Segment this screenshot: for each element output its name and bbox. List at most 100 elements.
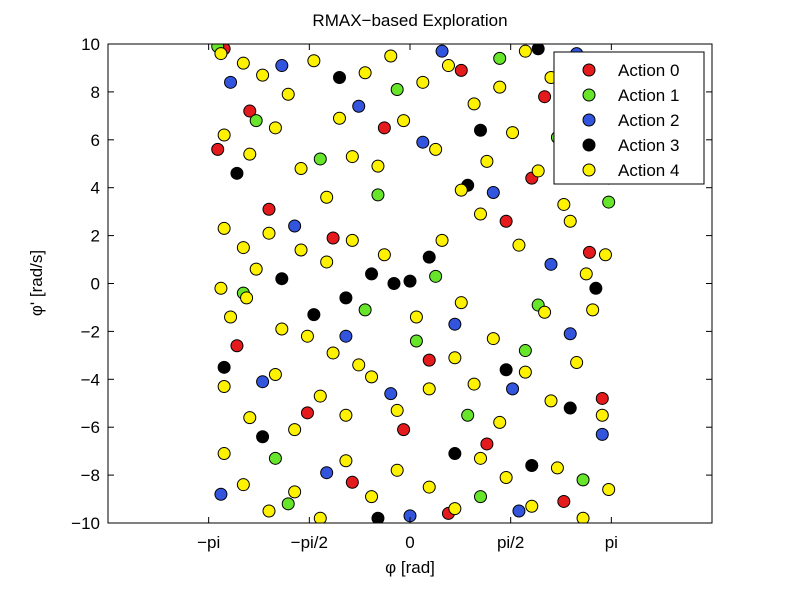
data-point — [448, 317, 462, 331]
y-tick-label: −6 — [81, 418, 100, 437]
data-point — [454, 183, 468, 197]
data-point — [268, 368, 282, 382]
data-point — [595, 427, 609, 441]
data-point — [313, 511, 327, 523]
legend-box — [553, 51, 705, 185]
chart-title: RMAX−based Exploration — [312, 11, 507, 30]
data-point — [595, 391, 609, 405]
data-point — [454, 296, 468, 310]
data-point — [429, 269, 443, 283]
legend-marker — [582, 113, 596, 127]
data-point — [332, 111, 346, 125]
data-point — [377, 248, 391, 262]
data-point — [268, 121, 282, 135]
data-point — [313, 389, 327, 403]
data-point — [294, 243, 308, 257]
data-point — [288, 219, 302, 233]
data-point — [326, 231, 340, 245]
legend-label: Action 1 — [618, 86, 679, 105]
data-point — [268, 451, 282, 465]
data-point — [506, 382, 520, 396]
data-point — [236, 241, 250, 255]
legend-label: Action 0 — [618, 61, 679, 80]
y-tick-label: 2 — [91, 227, 100, 246]
data-point — [550, 461, 564, 475]
y-tick-label: 6 — [91, 131, 100, 150]
data-point — [557, 494, 571, 508]
data-point — [518, 44, 532, 58]
x-tick-label: −pi/2 — [291, 533, 328, 552]
data-point — [538, 90, 552, 104]
data-point — [281, 497, 295, 511]
data-point — [557, 197, 571, 211]
data-point — [416, 135, 430, 149]
data-point — [339, 291, 353, 305]
data-point — [214, 487, 228, 501]
data-point — [525, 459, 539, 473]
y-tick-label: −10 — [71, 514, 100, 533]
data-point — [236, 56, 250, 70]
data-point — [429, 142, 443, 156]
data-point — [275, 322, 289, 336]
data-point — [384, 49, 398, 63]
data-point — [224, 310, 238, 324]
data-point — [416, 75, 430, 89]
data-point — [576, 473, 590, 487]
data-point — [454, 63, 468, 77]
data-point — [435, 44, 449, 58]
legend-marker — [582, 63, 596, 77]
data-point — [518, 365, 532, 379]
data-point — [243, 147, 257, 161]
legend: Action 0 Action 1 Action 2 Action 3 Action 4 — [553, 51, 705, 185]
data-point — [262, 504, 276, 518]
data-point — [358, 303, 372, 317]
data-point — [262, 226, 276, 240]
data-point — [461, 408, 475, 422]
x-tick-label: −pi — [197, 533, 220, 552]
data-point — [544, 257, 558, 271]
data-point — [214, 47, 228, 61]
data-point — [236, 478, 250, 492]
x-axis-label: φ [rad] — [385, 558, 435, 577]
data-point — [403, 274, 417, 288]
data-point — [256, 430, 270, 444]
data-point — [390, 463, 404, 477]
data-point — [531, 44, 545, 56]
data-point — [499, 470, 513, 484]
data-point — [563, 401, 577, 415]
data-point — [486, 332, 500, 346]
data-point — [256, 375, 270, 389]
data-point — [467, 377, 481, 391]
data-point — [525, 499, 539, 513]
data-point — [211, 142, 225, 156]
series-4 — [214, 44, 616, 523]
legend-marker — [582, 163, 596, 177]
data-point — [224, 75, 238, 89]
data-point — [582, 245, 596, 259]
data-point — [339, 408, 353, 422]
series-2 — [214, 44, 609, 523]
data-point — [538, 305, 552, 319]
data-point — [480, 154, 494, 168]
data-point — [332, 71, 346, 85]
data-point — [371, 159, 385, 173]
data-point — [307, 54, 321, 68]
data-point — [288, 485, 302, 499]
legend-marker — [582, 88, 596, 102]
data-point — [217, 447, 231, 461]
data-point — [422, 382, 436, 396]
data-point — [275, 272, 289, 286]
data-point — [397, 423, 411, 437]
data-point — [230, 166, 244, 180]
data-point — [499, 363, 513, 377]
data-point — [294, 162, 308, 176]
data-point — [598, 248, 612, 262]
data-point — [217, 379, 231, 393]
series-3 — [217, 44, 603, 523]
x-tick-label: 0 — [405, 533, 414, 552]
legend-label: Action 4 — [618, 161, 679, 180]
data-point — [474, 207, 488, 221]
data-point — [480, 437, 494, 451]
data-point — [365, 267, 379, 281]
data-point — [345, 233, 359, 247]
